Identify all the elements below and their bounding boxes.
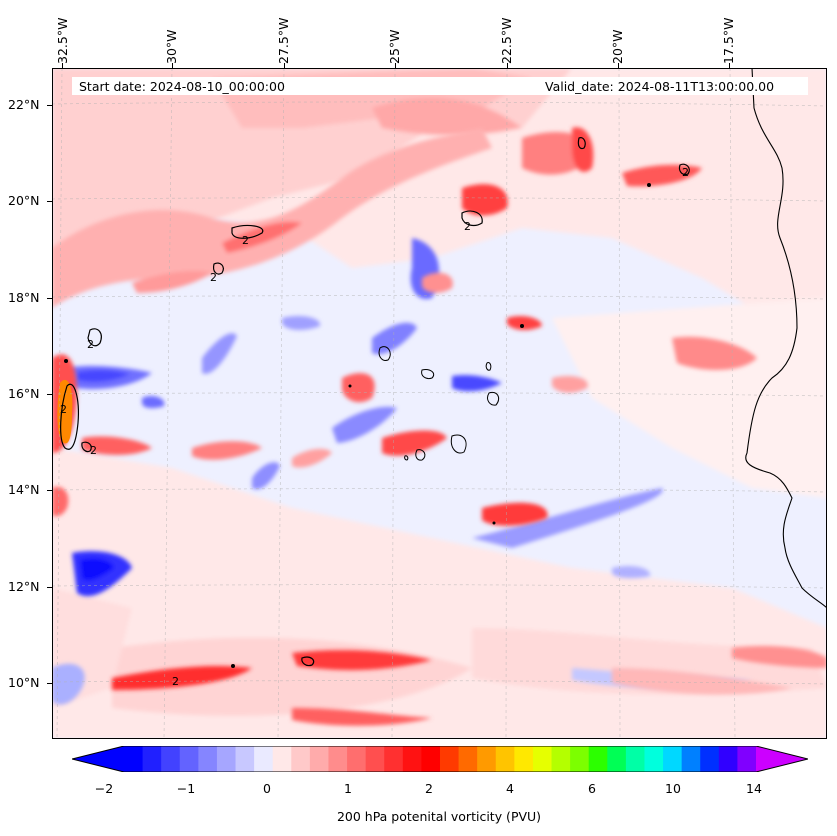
colorbar-segment xyxy=(607,746,627,772)
colorbar-segment xyxy=(365,746,385,772)
colorbar-tick-label: 0 xyxy=(263,781,271,796)
colorbar-segment xyxy=(681,746,701,772)
colorbar-title: 200 hPa potenital vorticity (PVU) xyxy=(336,809,542,824)
colorbar-segment xyxy=(588,746,608,772)
lon-label: 20°W xyxy=(610,29,625,64)
lat-label: 20°N xyxy=(8,193,40,208)
lat-label: 12°N xyxy=(8,579,40,594)
colorbar-segment xyxy=(309,746,329,772)
colorbar-segment xyxy=(625,746,645,772)
colorbar-under-arrow xyxy=(72,746,124,772)
colorbar-tick-label: 4 xyxy=(506,781,514,796)
colorbar-segment xyxy=(161,746,181,772)
date-banner xyxy=(72,77,808,95)
lon-label: 25°W xyxy=(387,29,402,64)
colorbar-segment xyxy=(532,746,553,772)
colorbar-segment xyxy=(700,746,720,772)
colorbar-segment xyxy=(179,746,199,772)
cape-verde-islands xyxy=(378,346,500,461)
colorbar-tick-label: 2 xyxy=(425,781,433,796)
colorbar-tick-label: 14 xyxy=(746,781,762,796)
contour-label: 2 xyxy=(60,403,67,416)
lat-tick xyxy=(47,394,52,395)
lon-tick xyxy=(729,63,730,68)
graticule xyxy=(52,68,827,739)
lat-label: 14°N xyxy=(8,482,40,497)
pv-2-contours xyxy=(60,137,690,667)
lat-tick xyxy=(47,298,52,299)
colorbar-segment xyxy=(718,746,738,772)
colorbar-segment xyxy=(421,746,441,772)
lon-tick xyxy=(284,63,285,68)
lat-tick xyxy=(47,587,52,588)
lon-tick xyxy=(507,63,508,68)
lon-label: 22.5°W xyxy=(499,17,514,64)
lon-tick xyxy=(618,63,619,68)
colorbar-segment xyxy=(142,746,162,772)
pv-field: 2 2 2 2 2 2 2 2 xyxy=(52,68,827,739)
colorbar-segment xyxy=(477,746,497,772)
colorbar-tick-label: 6 xyxy=(588,781,596,796)
contour-label: 2 xyxy=(210,271,217,284)
colorbar-segment xyxy=(737,746,757,772)
colorbar-segment xyxy=(291,746,311,772)
lat-tick xyxy=(47,683,52,684)
colorbar-segment xyxy=(514,746,534,772)
colorbar-segment xyxy=(570,746,590,772)
colorbar-segment xyxy=(235,746,255,772)
contour-label: 2 xyxy=(90,444,97,457)
lat-tick xyxy=(47,105,52,106)
lon-tick xyxy=(172,63,173,68)
lat-tick xyxy=(47,490,52,491)
pv-black-cores xyxy=(64,183,651,668)
lon-label: 27.5°W xyxy=(276,17,291,64)
map-panel: 2 2 2 2 2 2 2 2 xyxy=(52,68,827,739)
lat-label: 16°N xyxy=(8,386,40,401)
colorbar-segment xyxy=(272,746,292,772)
colorbar-segment xyxy=(347,746,367,772)
colorbar-segment xyxy=(644,746,664,772)
contour-labels: 2 2 2 2 2 2 2 2 xyxy=(60,166,689,688)
colorbar-segment xyxy=(328,746,348,772)
colorbar-over-arrow xyxy=(756,746,808,772)
colorbar-segment xyxy=(458,746,478,772)
lon-label: 17.5°W xyxy=(721,17,736,64)
lat-label: 22°N xyxy=(8,97,40,112)
colorbar-segment xyxy=(440,746,460,772)
lon-tick xyxy=(395,63,396,68)
contour-label: 2 xyxy=(464,220,471,233)
lat-label: 10°N xyxy=(8,675,40,690)
start-date: Start date: 2024-08-10_00:00:00 xyxy=(79,79,285,94)
contour-label: 2 xyxy=(87,338,94,351)
lon-label: 32.5°W xyxy=(55,17,70,64)
colorbar-segment xyxy=(384,746,404,772)
colorbar-segment xyxy=(198,746,218,772)
colorbar-tick-label: −2 xyxy=(94,781,114,796)
colorbar-segment xyxy=(402,746,422,772)
lat-tick xyxy=(47,201,52,202)
colorbar-segment xyxy=(254,746,274,772)
lat-label: 18°N xyxy=(8,290,40,305)
valid-date: Valid_date: 2024-08-11T13:00:00.00 xyxy=(545,79,775,94)
colorbar-segment xyxy=(495,746,515,772)
contour-label: 2 xyxy=(172,675,179,688)
colorbar-tick-label: 10 xyxy=(665,781,681,796)
contour-label: 2 xyxy=(242,234,249,247)
pv-positive-areas xyxy=(52,127,827,726)
colorbar-segment xyxy=(216,746,237,772)
lon-tick xyxy=(62,63,63,68)
colorbar-segment xyxy=(551,746,571,772)
contour-label: 2 xyxy=(682,166,689,179)
colorbar-tick-label: 1 xyxy=(344,781,352,796)
colorbar-segment xyxy=(663,746,683,772)
africa-coastline xyxy=(745,68,827,609)
colorbar-segment xyxy=(124,746,144,772)
lon-label: 30°W xyxy=(164,29,179,64)
colorbar xyxy=(72,746,808,772)
colorbar-tick-label: −1 xyxy=(176,781,196,796)
